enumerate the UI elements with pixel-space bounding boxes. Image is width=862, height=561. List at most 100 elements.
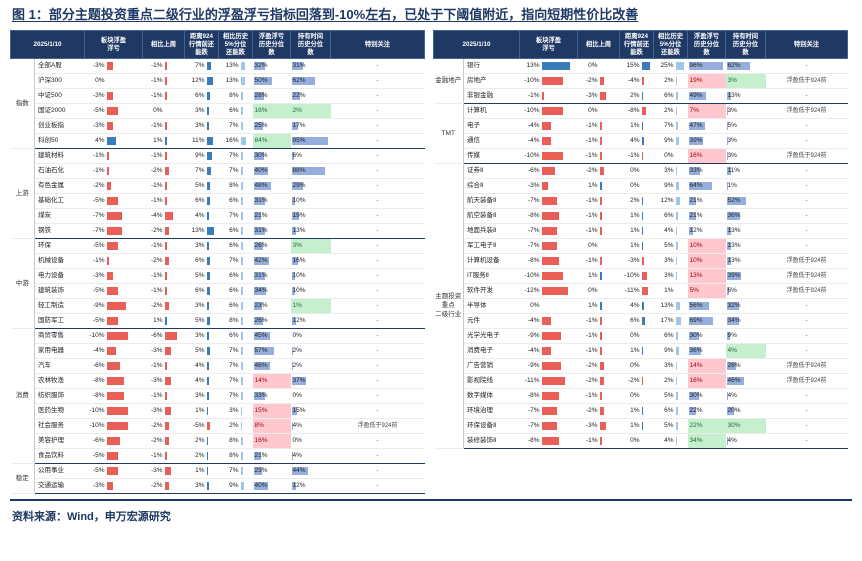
value-cell: 1% bbox=[142, 133, 185, 150]
data-bar bbox=[106, 347, 116, 356]
data-bar bbox=[688, 317, 714, 326]
value-cell: 3% bbox=[653, 163, 688, 180]
row-label: 纺织服饰 bbox=[34, 388, 85, 405]
data-bar bbox=[206, 287, 210, 296]
value-cell: 46% bbox=[252, 358, 291, 375]
data-bar bbox=[641, 137, 644, 146]
value-cell: 1% bbox=[577, 178, 620, 195]
data-bar bbox=[240, 482, 244, 491]
table-row: 石油石化 -1% -2% 7% 7% 40% 88% - bbox=[11, 163, 425, 180]
data-bar bbox=[726, 437, 729, 446]
group-label: 中游 bbox=[10, 238, 35, 330]
value-cell: 16% bbox=[252, 433, 291, 450]
column-header: 相比上周 bbox=[577, 29, 620, 60]
data-bar bbox=[253, 332, 270, 341]
value-cell: 3% bbox=[184, 238, 219, 255]
data-bar bbox=[541, 407, 557, 416]
column-header: 板块浮盈 浮亏 bbox=[84, 29, 143, 60]
value-cell: 25% bbox=[252, 118, 291, 135]
data-bar bbox=[675, 422, 678, 431]
value-cell: 31% bbox=[252, 193, 291, 210]
value-cell: 9% bbox=[653, 133, 688, 150]
row-label: 影视院线 bbox=[463, 373, 520, 390]
value-cell: -7% bbox=[84, 208, 143, 225]
value-cell: 0% bbox=[619, 178, 654, 195]
value-cell: 0% bbox=[290, 433, 331, 450]
value-cell: -4% bbox=[519, 118, 578, 135]
column-header: 特别关注 bbox=[330, 29, 425, 60]
data-bar bbox=[726, 227, 732, 236]
value-cell: -6% bbox=[84, 358, 143, 375]
data-bar bbox=[726, 377, 744, 386]
data-bar bbox=[675, 62, 684, 71]
value-cell: 4% bbox=[290, 448, 331, 465]
data-bar bbox=[164, 407, 171, 416]
data-bar bbox=[688, 347, 702, 356]
data-bar bbox=[253, 392, 266, 401]
value-cell: -3% bbox=[84, 118, 143, 135]
data-bar bbox=[726, 332, 730, 341]
data-bar bbox=[291, 257, 298, 266]
value-cell: 17% bbox=[290, 118, 331, 135]
value-cell: -1% bbox=[142, 193, 185, 210]
data-bar bbox=[291, 317, 297, 326]
note-cell: 浮盈低于924前 bbox=[765, 268, 848, 285]
source-note: 资料来源：Wind，申万宏源研究 bbox=[12, 511, 171, 524]
value-cell: 0% bbox=[519, 298, 578, 315]
data-bar bbox=[641, 77, 644, 86]
column-header: 距离924 行情前还 能跌 bbox=[619, 29, 654, 60]
value-cell: 6% bbox=[218, 328, 253, 345]
data-bar bbox=[253, 62, 266, 71]
data-bar bbox=[164, 482, 169, 491]
data-bar bbox=[106, 332, 128, 341]
data-bar bbox=[599, 422, 606, 431]
value-cell: 8% bbox=[252, 418, 291, 435]
table-row: 综合Ⅱ -3% 1% 0% 9% 64% 1% - bbox=[434, 178, 848, 195]
data-bar bbox=[206, 377, 209, 386]
note-cell: - bbox=[330, 358, 425, 375]
value-cell: 13% bbox=[725, 253, 766, 270]
data-bar bbox=[291, 272, 296, 281]
data-bar bbox=[675, 77, 677, 86]
note-cell: - bbox=[330, 58, 425, 75]
data-bar bbox=[206, 62, 211, 71]
data-bar bbox=[291, 482, 297, 491]
data-bar bbox=[641, 422, 643, 431]
data-bar bbox=[106, 62, 113, 71]
value-cell: 7% bbox=[218, 388, 253, 405]
row-label: 商贸零售 bbox=[34, 328, 85, 345]
value-cell: -3% bbox=[142, 373, 185, 390]
table-row: 农林牧渔 -8% -3% 4% 7% 14% 37% - bbox=[11, 373, 425, 390]
row-label: 国防军工 bbox=[34, 313, 85, 330]
data-bar bbox=[106, 137, 116, 146]
data-bar bbox=[253, 347, 275, 356]
value-cell: -4% bbox=[142, 208, 185, 225]
data-bar bbox=[291, 407, 298, 416]
data-bar bbox=[726, 152, 728, 161]
value-cell: 0% bbox=[619, 388, 654, 405]
value-cell: 2% bbox=[184, 448, 219, 465]
value-cell: -3% bbox=[84, 268, 143, 285]
data-bar bbox=[675, 122, 678, 131]
value-cell: -2% bbox=[577, 358, 620, 375]
value-cell: 15% bbox=[252, 403, 291, 420]
value-cell: -1% bbox=[577, 193, 620, 210]
value-cell: -10% bbox=[519, 73, 578, 90]
note-cell: - bbox=[330, 208, 425, 225]
note-cell: 浮盈低于924前 bbox=[765, 148, 848, 165]
data-bar bbox=[106, 482, 113, 491]
note-cell: - bbox=[330, 193, 425, 210]
header-row: 2025/1/10 板块浮盈 浮亏 相比上周 距离924 行情前还 能跌 相比历史 5%… bbox=[10, 29, 425, 60]
value-cell: 7% bbox=[218, 373, 253, 390]
table-row: 光学光电子 -9% -1% 0% 6% 30% 9% - bbox=[434, 328, 848, 345]
value-cell: 62% bbox=[290, 73, 331, 90]
note-cell: - bbox=[330, 478, 425, 495]
table-row: 装修装饰Ⅱ -8% -1% 0% 4% 34% 4% - bbox=[434, 433, 848, 450]
note-cell: - bbox=[330, 283, 425, 300]
data-bar bbox=[541, 152, 563, 161]
value-cell: 4% bbox=[653, 223, 688, 240]
value-cell: 30% bbox=[252, 148, 291, 165]
data-bar bbox=[599, 272, 602, 281]
table-row: 中游 环保 -5% -1% 3% 6% 26% 3% - bbox=[10, 238, 425, 330]
data-bar bbox=[206, 137, 213, 146]
